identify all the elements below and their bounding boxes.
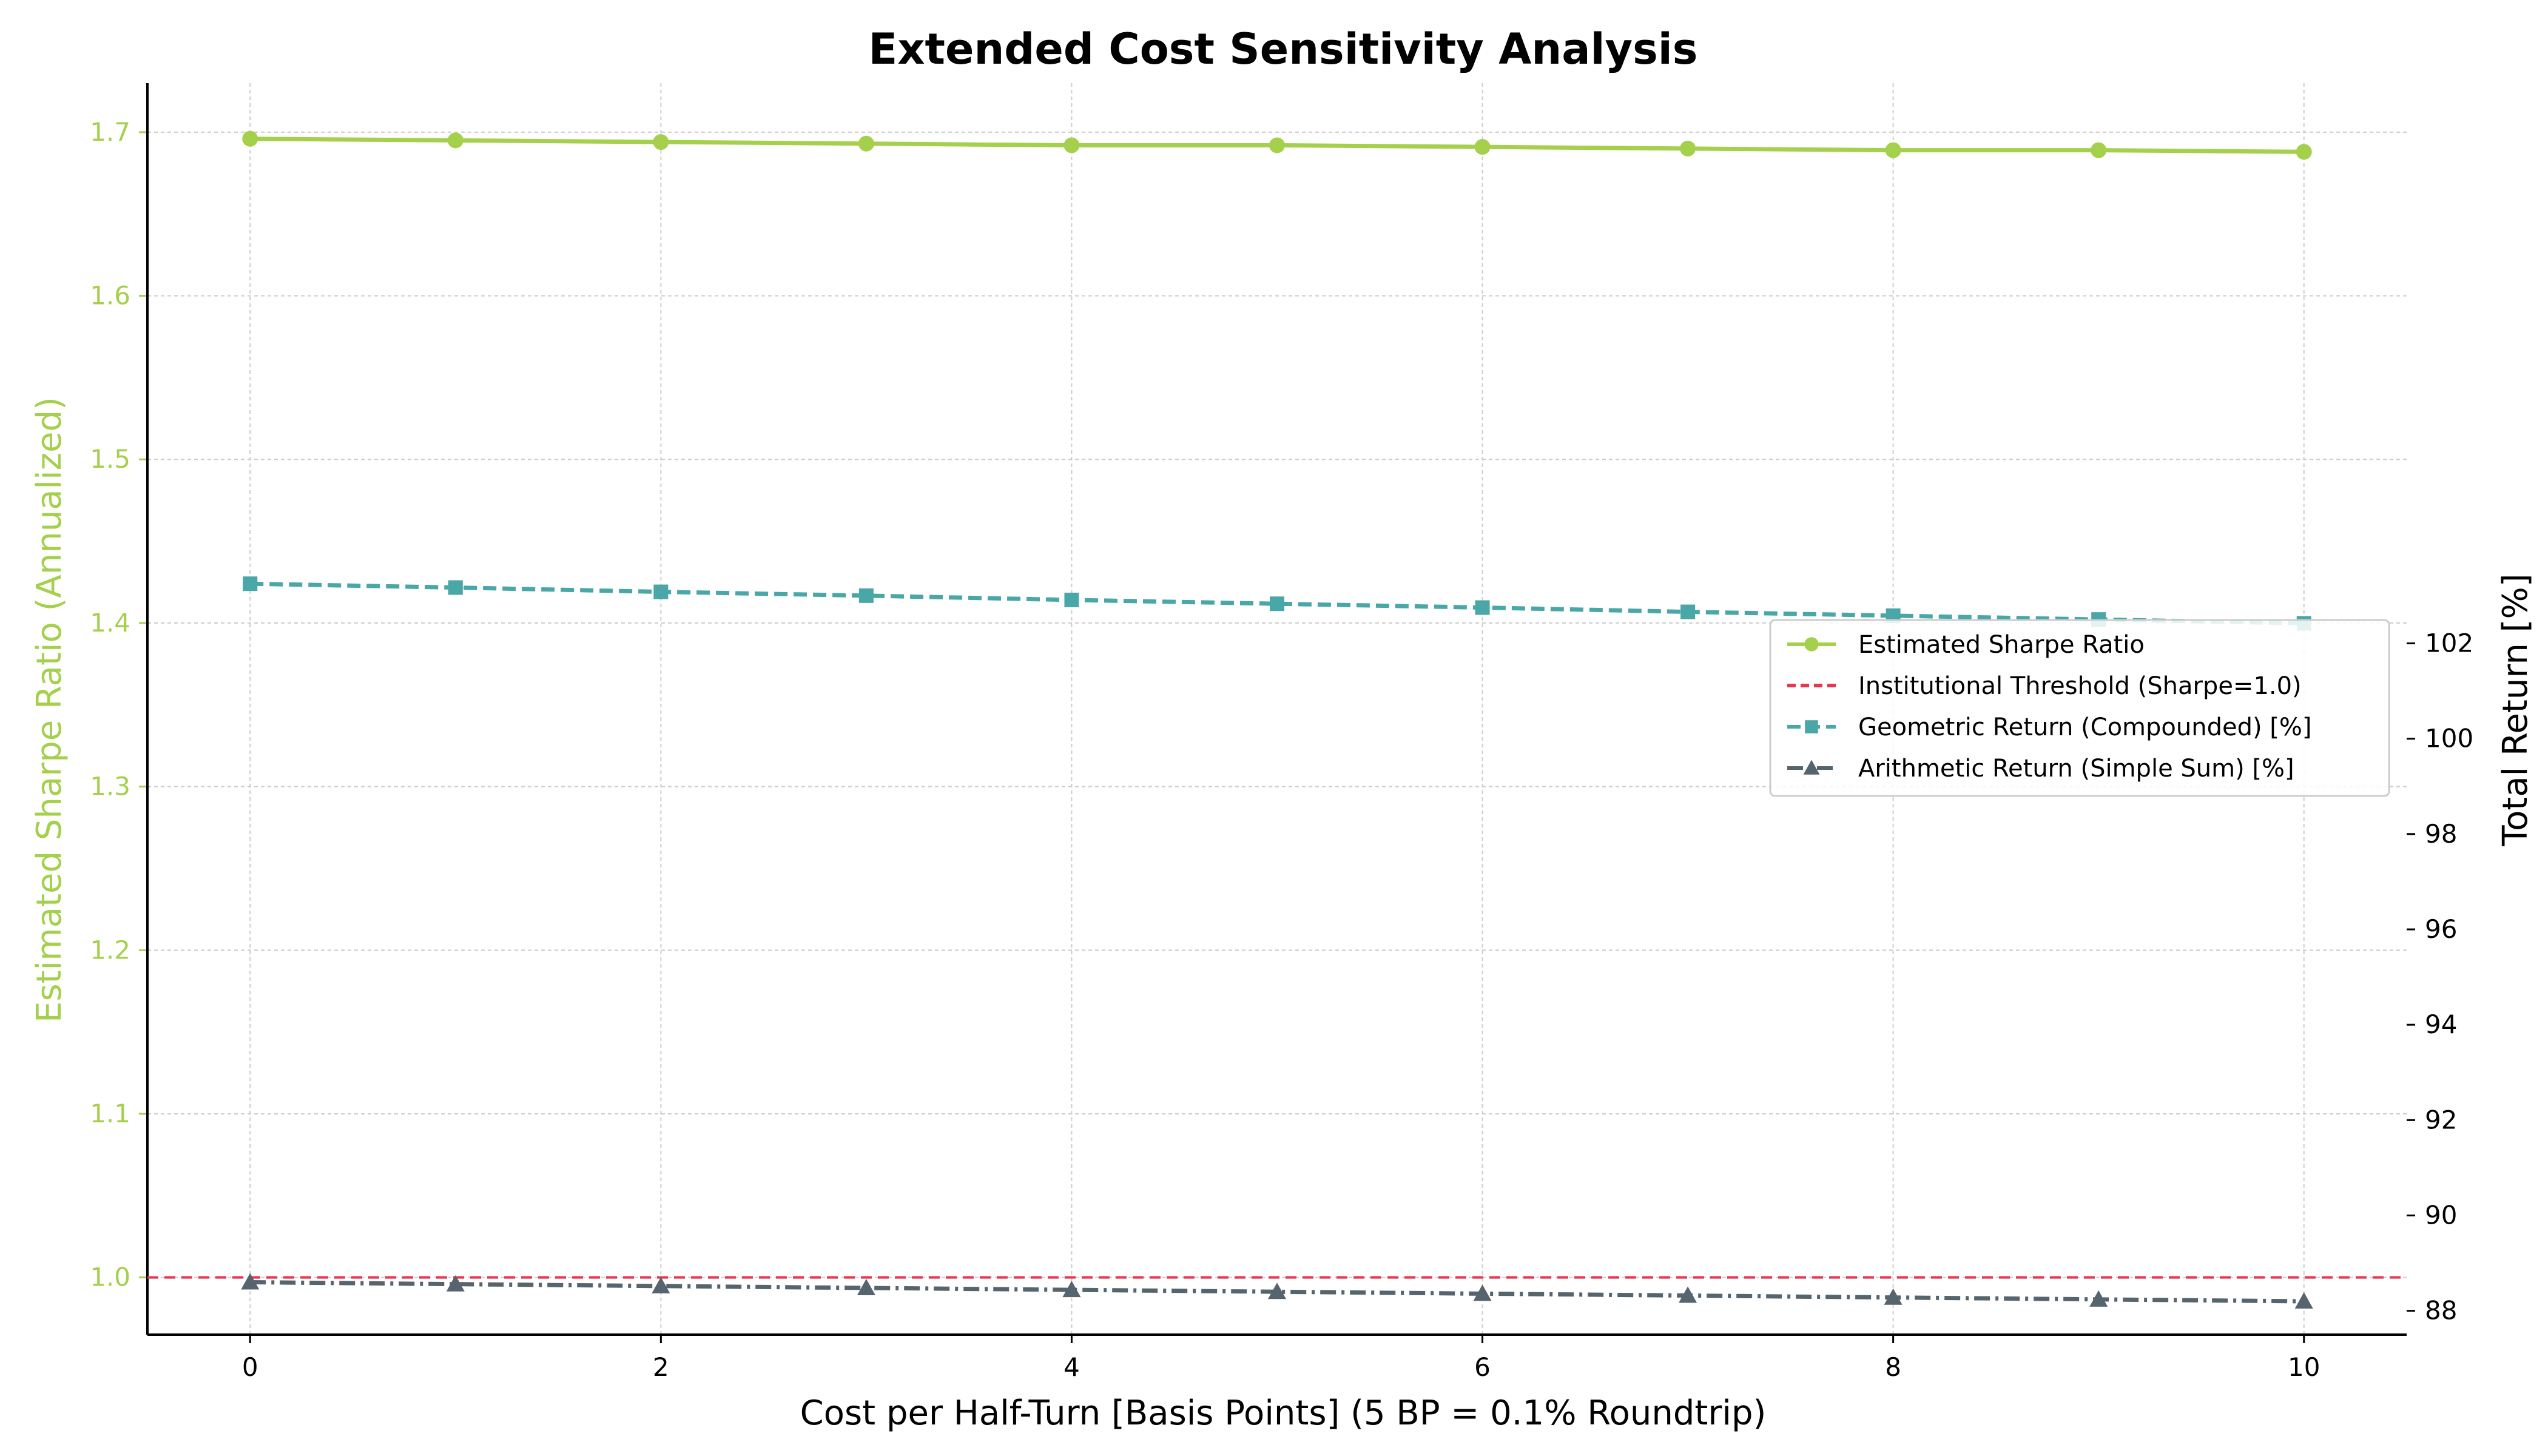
- axes: 0 2 4 6 8 10 1.0 1.1 1.2 1.3 1.4 1.5 1.6 1.7 88 90 92 94 9…: [90, 83, 2473, 1382]
- legend: Estimated Sharpe Ratio Institutional Thre…: [1769, 619, 2390, 797]
- series-point-2: [1884, 1288, 1903, 1305]
- series-point-2: [1062, 1281, 1081, 1298]
- y-tick-label-left: 1.7: [90, 117, 130, 147]
- series-point-1: [1680, 604, 1696, 619]
- x-axis-label: Cost per Half-Turn [Basis Points] (5 BP …: [800, 1394, 1767, 1433]
- series-point-0: [1269, 137, 1285, 153]
- y-tick-label-left: 1.1: [90, 1099, 130, 1128]
- series-point-2: [857, 1278, 875, 1295]
- series-point-2: [241, 1273, 260, 1290]
- y-tick-label-right: 96: [2425, 914, 2457, 944]
- series-point-0: [653, 134, 669, 150]
- y-axis-label-left: Estimated Sharpe Ratio (Annualized): [30, 397, 69, 1023]
- series-point-2: [1473, 1284, 1492, 1301]
- y-tick-label-left: 1.4: [90, 608, 130, 638]
- series-point-1: [1064, 592, 1079, 607]
- series-point-1: [1475, 600, 1490, 615]
- y-tick-label-left: 1.2: [90, 935, 130, 965]
- x-tick-label: 8: [1885, 1352, 1901, 1382]
- y-tick-label-right: 88: [2425, 1296, 2457, 1326]
- series-point-1: [243, 576, 258, 592]
- y-tick-label-right: 92: [2425, 1105, 2457, 1134]
- x-tick-label: 2: [653, 1352, 669, 1382]
- series-point-0: [1885, 142, 1901, 158]
- y-tick-label-right: 90: [2425, 1201, 2457, 1230]
- series-point-2: [2089, 1290, 2108, 1307]
- series-point-2: [1268, 1282, 1286, 1299]
- legend-label-2: Geometric Return (Compounded) [%]: [1858, 713, 2312, 741]
- y-tick-label-left: 1.5: [90, 444, 130, 474]
- y-tick-label-left: 1.6: [90, 281, 130, 311]
- x-tick-label: 4: [1063, 1352, 1080, 1382]
- series-point-2: [2294, 1292, 2313, 1309]
- series-line-2: [250, 1280, 2304, 1304]
- series-point-2: [652, 1276, 670, 1293]
- series-point-0: [242, 130, 258, 147]
- series-point-0: [1680, 140, 1696, 157]
- series-point-0: [2091, 142, 2107, 158]
- y-tick-label-right: 102: [2425, 628, 2473, 658]
- series-point-0: [1063, 137, 1080, 153]
- legend-box: [1769, 619, 2390, 797]
- legend-label-0: Estimated Sharpe Ratio: [1858, 631, 2145, 659]
- y-tick-label-left: 1.0: [90, 1262, 130, 1292]
- series-point-1: [1270, 596, 1284, 612]
- series-point-0: [447, 132, 463, 149]
- series-point-0: [2296, 144, 2312, 160]
- x-tick-label: 10: [2288, 1352, 2320, 1382]
- series-point-1: [448, 580, 463, 595]
- series-point-1: [858, 588, 874, 603]
- series-point-2: [446, 1275, 465, 1292]
- series-point-0: [858, 135, 874, 152]
- y-axis-label-right: Total Return [%]: [2496, 573, 2535, 846]
- series-point-2: [1679, 1286, 1697, 1303]
- x-tick-label: 6: [1474, 1352, 1491, 1382]
- x-tick-label: 0: [242, 1352, 258, 1382]
- series-point-0: [1474, 139, 1491, 155]
- legend-marker-3: [1803, 760, 1820, 775]
- chart-title: Extended Cost Sensitivity Analysis: [869, 24, 1698, 74]
- y-tick-label-right: 100: [2425, 724, 2473, 753]
- legend-marker-0: [1804, 637, 1819, 652]
- series-line-1: [250, 581, 2304, 625]
- series-point-1: [653, 584, 669, 599]
- y-tick-label-right: 98: [2425, 819, 2457, 849]
- legend-label-1: Institutional Threshold (Sharpe=1.0): [1858, 672, 2302, 700]
- y-tick-label-right: 94: [2425, 1009, 2457, 1039]
- legend-marker-2: [1805, 720, 1818, 733]
- y-tick-label-left: 1.3: [90, 772, 130, 801]
- legend-label-3: Arithmetic Return (Simple Sum) [%]: [1858, 755, 2294, 783]
